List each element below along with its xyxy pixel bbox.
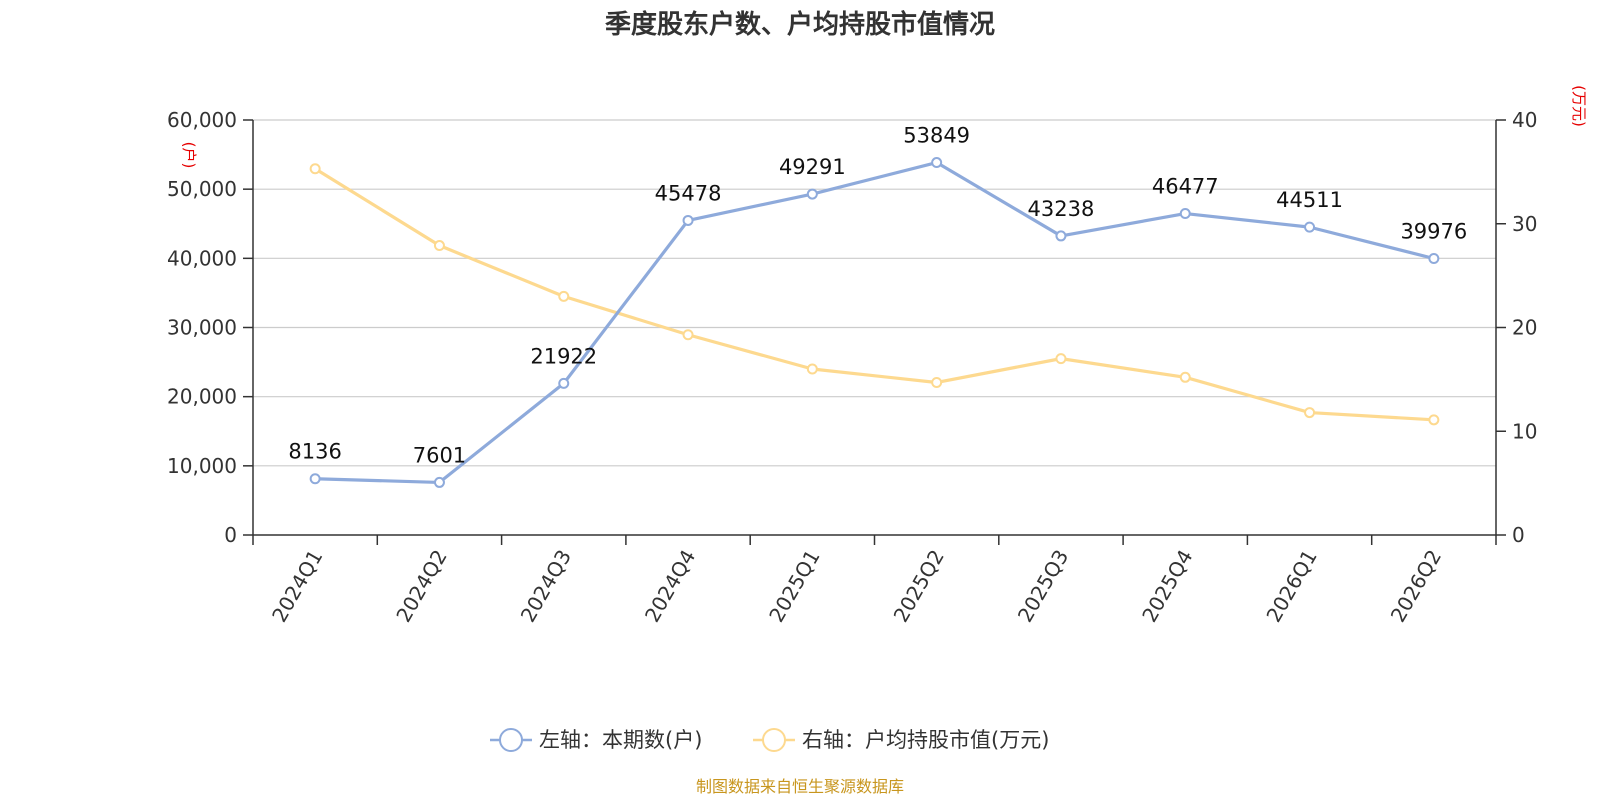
data-point — [1428, 414, 1440, 426]
right-axis-tick-label: 10 — [1512, 419, 1537, 443]
right-axis-tick-label: 40 — [1512, 108, 1537, 132]
data-label: 49291 — [779, 155, 846, 179]
data-point — [682, 214, 694, 226]
data-label: 45478 — [655, 181, 722, 205]
data-point — [931, 376, 943, 388]
data-source-note: 制图数据来自恒生聚源数据库 — [696, 777, 904, 796]
series-line-holders — [313, 160, 1436, 485]
series-line-market-value — [313, 167, 1436, 422]
data-label: 44511 — [1276, 188, 1343, 212]
data-label: 21922 — [530, 344, 597, 368]
data-point — [1055, 230, 1067, 242]
legend-marker — [499, 728, 523, 752]
x-axis-tick-label: 2024Q4 — [640, 546, 700, 627]
x-axis-tick-label: 2025Q4 — [1137, 546, 1197, 627]
data-point — [931, 157, 943, 169]
chart-title: 季度股东户数、户均持股市值情况 — [605, 9, 995, 40]
data-label: 46477 — [1152, 175, 1219, 199]
data-label: 53849 — [903, 124, 970, 148]
left-axis-tick-label: 40,000 — [167, 246, 237, 270]
data-point — [806, 188, 818, 200]
x-axis-tick-label: 2025Q3 — [1013, 546, 1073, 627]
left-axis-tick-label: 10,000 — [167, 454, 237, 478]
legend-label: 左轴：本期数(户) — [539, 728, 702, 752]
x-axis-tick-label: 2025Q1 — [764, 546, 824, 627]
data-point — [309, 473, 321, 485]
data-point — [433, 240, 445, 252]
axes: 0 10,000 20,000 30,000 40,000 50,000 60,000 0 10… — [167, 85, 1588, 626]
grid — [253, 119, 1496, 467]
right-axis-unit: (万元) — [1570, 85, 1588, 127]
data-point — [1179, 208, 1191, 220]
legend: 左轴：本期数(户) 右轴：户均持股市值(万元) — [490, 728, 1049, 752]
right-axis-tick-label: 0 — [1512, 523, 1525, 547]
data-label: 7601 — [413, 443, 466, 467]
left-axis-tick-label: 0 — [224, 523, 237, 547]
x-axis-tick-label: 2026Q1 — [1261, 546, 1321, 627]
data-point — [1304, 407, 1316, 419]
x-axis-tick-label: 2024Q1 — [267, 546, 327, 627]
left-axis-tick-label: 60,000 — [167, 108, 237, 132]
data-point — [806, 363, 818, 375]
right-axis-tick-label: 30 — [1512, 212, 1537, 236]
data-point — [682, 329, 694, 341]
data-point — [558, 377, 570, 389]
right-axis-tick-label: 20 — [1512, 316, 1537, 340]
left-axis-tick-label: 20,000 — [167, 385, 237, 409]
data-point — [1304, 221, 1316, 233]
legend-marker — [762, 728, 786, 752]
data-point — [433, 476, 445, 488]
data-label: 43238 — [1028, 197, 1095, 221]
legend-label: 右轴：户均持股市值(万元) — [802, 728, 1049, 752]
data-point — [1055, 353, 1067, 365]
data-label: 39976 — [1400, 219, 1467, 243]
left-axis-tick-label: 30,000 — [167, 316, 237, 340]
x-axis-tick-label: 2025Q2 — [889, 546, 949, 627]
left-axis-tick-label: 50,000 — [167, 177, 237, 201]
data-point — [558, 290, 570, 302]
data-labels: 8136 7601 21922 45478 49291 53849 43238 46477 44… — [288, 124, 1467, 468]
x-axis-tick-label: 2024Q3 — [516, 546, 576, 627]
data-point — [1179, 371, 1191, 383]
data-label: 8136 — [288, 440, 341, 464]
data-point — [309, 163, 321, 175]
x-axis-tick-label: 2026Q2 — [1386, 546, 1446, 627]
series — [309, 157, 1440, 488]
data-point — [1428, 252, 1440, 264]
left-axis-unit: (户) — [180, 142, 198, 169]
x-axis-tick-label: 2024Q2 — [391, 546, 451, 627]
